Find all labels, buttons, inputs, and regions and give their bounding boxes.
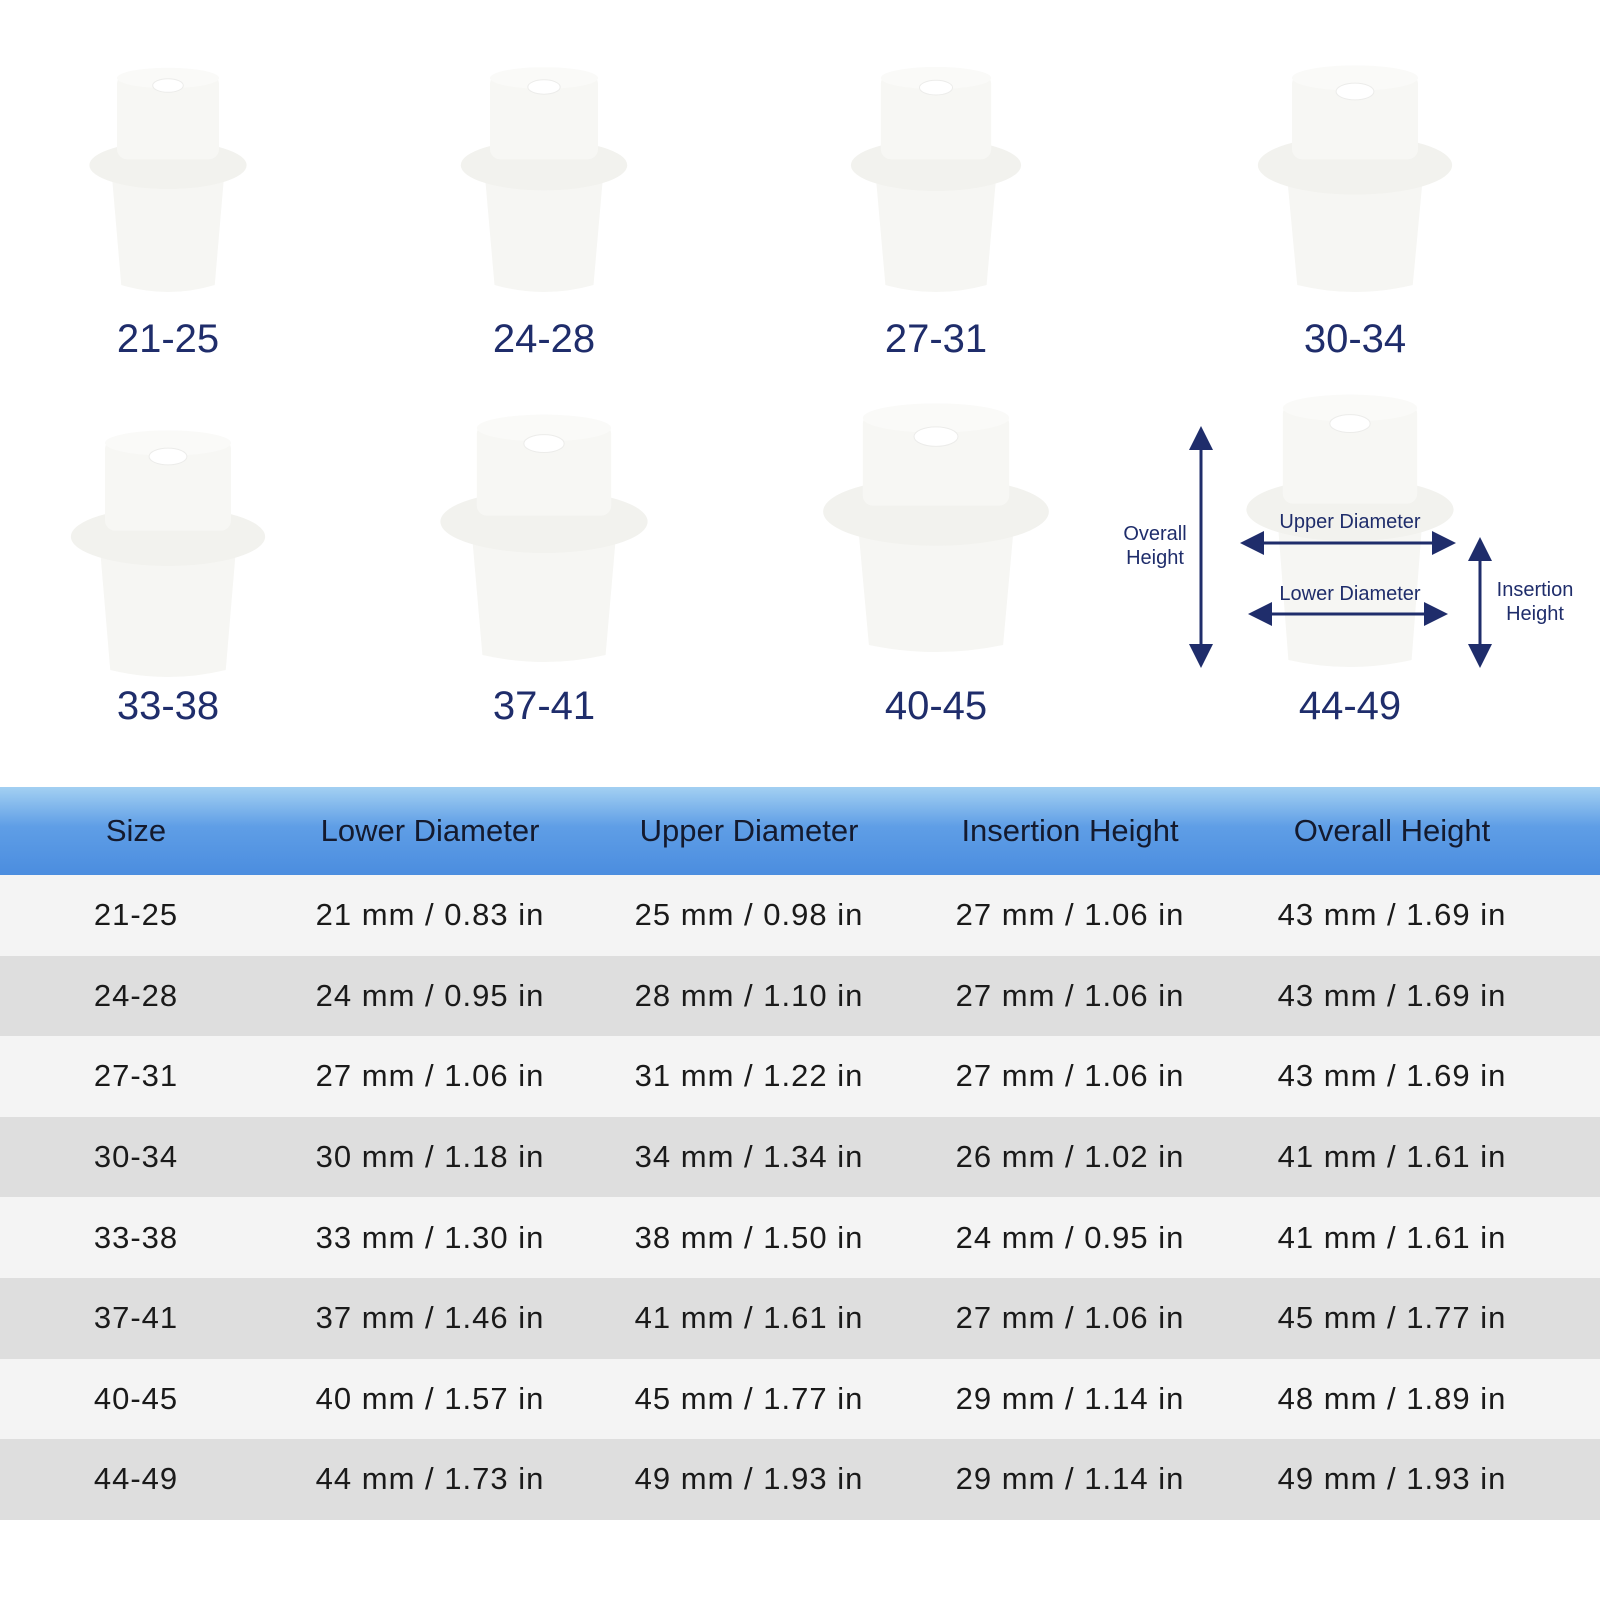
table-cell: 24 mm / 0.95 in: [955, 1219, 1185, 1255]
lower-diameter-label: Lower Diameter: [1279, 583, 1421, 605]
table-cell: 31 mm / 1.22 in: [634, 1058, 864, 1094]
stopper-icon: [823, 403, 1049, 652]
table-cell: 40 mm / 1.57 in: [315, 1380, 545, 1416]
table-cell: 33 mm / 1.30 in: [315, 1219, 545, 1255]
table-cell: 41 mm / 1.61 in: [634, 1300, 864, 1336]
table-row: 44-49 44 mm / 1.73 in 49 mm / 1.93 in 29 mm…: [0, 1439, 1600, 1520]
product-item: 30-34: [1205, 60, 1505, 361]
product-item: 37-41: [394, 410, 694, 728]
table-cell: 43 mm / 1.69 in: [1277, 1058, 1507, 1094]
header-upper-diameter: Upper Diameter: [639, 813, 859, 848]
table-cell: 33-38: [93, 1219, 179, 1255]
table-row: 30-34 30 mm / 1.18 in 34 mm / 1.34 in 26 mm…: [0, 1116, 1600, 1198]
product-item: 33-38: [18, 425, 318, 728]
table-row: 33-38 33 mm / 1.30 in 38 mm / 1.50 in 24 mm…: [0, 1197, 1600, 1278]
header-size: Size: [105, 813, 167, 848]
table-cell: 27 mm / 1.06 in: [955, 1058, 1185, 1094]
product-size-label: 24-28: [492, 317, 596, 361]
table-cell: 40-45: [93, 1380, 179, 1416]
table-cell: 34 mm / 1.34 in: [634, 1139, 864, 1175]
table-cell: 26 mm / 1.02 in: [955, 1139, 1185, 1175]
header-overall-height: Overall Height: [1293, 813, 1491, 848]
product-size-label: 33-38: [116, 684, 220, 728]
table-cell: 45 mm / 1.77 in: [1277, 1300, 1507, 1336]
size-table: Size Lower Diameter Upper Diameter Inser…: [0, 787, 1600, 1520]
product-size-label: 21-25: [116, 317, 220, 361]
table-body: 21-25 21 mm / 0.83 in 25 mm / 0.98 in 27 mm…: [0, 875, 1600, 1520]
table-row: 40-45 40 mm / 1.57 in 45 mm / 1.77 in 29 mm…: [0, 1358, 1600, 1440]
table-cell: 27 mm / 1.06 in: [955, 1300, 1185, 1336]
product-item: 44-49: [1200, 390, 1500, 728]
product-item: 24-28: [394, 60, 694, 361]
table-cell: 29 mm / 1.14 in: [955, 1380, 1185, 1416]
table-cell: 41 mm / 1.61 in: [1277, 1219, 1507, 1255]
overall-height-label: Overall Height: [1123, 523, 1187, 569]
table-cell: 29 mm / 1.14 in: [955, 1461, 1185, 1497]
table-cell: 37-41: [93, 1300, 179, 1336]
stopper-icon: [89, 67, 247, 292]
header-insertion-height: Insertion Height: [961, 813, 1179, 848]
table-cell: 37 mm / 1.46 in: [315, 1300, 545, 1336]
table-cell: 28 mm / 1.10 in: [634, 977, 864, 1013]
dimension-arrows: [1189, 426, 1492, 668]
product-size-label: 37-41: [492, 684, 596, 728]
table-cell: 24-28: [93, 977, 179, 1013]
table-row: 24-28 24 mm / 0.95 in 28 mm / 1.10 in 27 mm…: [0, 955, 1600, 1037]
table-cell: 44 mm / 1.73 in: [315, 1461, 545, 1497]
table-cell: 48 mm / 1.89 in: [1277, 1380, 1507, 1416]
table-cell: 27 mm / 1.06 in: [315, 1058, 545, 1094]
insertion-height-label: Insertion Height: [1496, 579, 1574, 625]
table-cell: 38 mm / 1.50 in: [634, 1219, 864, 1255]
table-cell: 49 mm / 1.93 in: [634, 1461, 864, 1497]
stopper-icon: [1257, 65, 1453, 292]
table-row: 27-31 27 mm / 1.06 in 31 mm / 1.22 in 27 mm…: [0, 1036, 1600, 1117]
table-row: 37-41 37 mm / 1.46 in 41 mm / 1.61 in 27 mm…: [0, 1277, 1600, 1359]
stopper-icon: [850, 66, 1022, 292]
table-cell: 30-34: [93, 1139, 179, 1175]
product-size-label: 40-45: [884, 684, 988, 728]
table-cell: 41 mm / 1.61 in: [1277, 1139, 1507, 1175]
table-cell: 27-31: [93, 1058, 179, 1094]
table-row: 21-25 21 mm / 0.83 in 25 mm / 0.98 in 27 mm…: [0, 875, 1600, 956]
product-size-label: 27-31: [884, 317, 988, 361]
stopper-icon: [460, 67, 628, 292]
product-size-label: 44-49: [1298, 684, 1402, 728]
upper-diameter-label: Upper Diameter: [1279, 511, 1421, 533]
stopper-icon: [1246, 394, 1454, 667]
product-size-label: 30-34: [1303, 317, 1407, 361]
table-cell: 21-25: [93, 897, 179, 933]
stopper-icon: [70, 430, 266, 677]
product-item: 27-31: [786, 60, 1086, 361]
table-cell: 43 mm / 1.69 in: [1277, 977, 1507, 1013]
table-cell: 45 mm / 1.77 in: [634, 1380, 864, 1416]
header-lower-diameter: Lower Diameter: [320, 813, 540, 848]
table-cell: 43 mm / 1.69 in: [1277, 897, 1507, 933]
table-header: Size Lower Diameter Upper Diameter Inser…: [0, 787, 1600, 875]
table-cell: 21 mm / 0.83 in: [315, 897, 545, 933]
table-cell: 27 mm / 1.06 in: [955, 897, 1185, 933]
table-cell: 27 mm / 1.06 in: [955, 977, 1185, 1013]
table-cell: 30 mm / 1.18 in: [315, 1139, 545, 1175]
product-item: 40-45: [786, 400, 1086, 728]
table-cell: 44-49: [93, 1461, 179, 1497]
table-cell: 24 mm / 0.95 in: [315, 977, 545, 1013]
table-cell: 25 mm / 0.98 in: [634, 897, 864, 933]
product-item: 21-25: [18, 60, 318, 361]
table-cell: 49 mm / 1.93 in: [1277, 1461, 1507, 1497]
stopper-icon: [440, 414, 648, 662]
